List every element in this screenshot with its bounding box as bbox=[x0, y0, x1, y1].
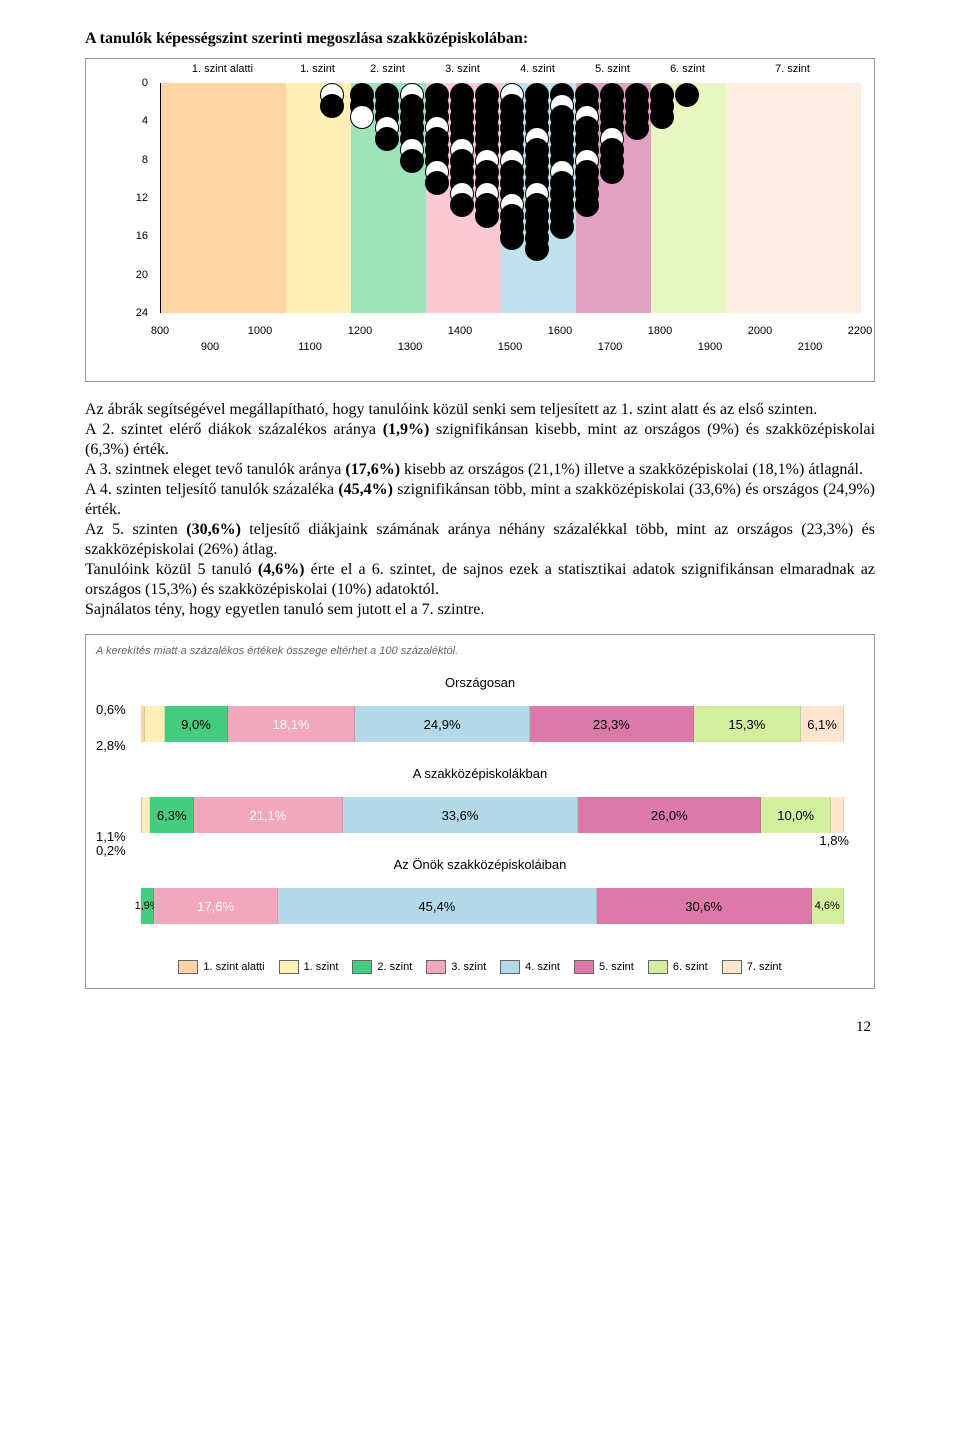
chart1-dot bbox=[575, 193, 599, 217]
chart1-xtick: 1800 bbox=[648, 325, 672, 337]
chart2-legend-item: 6. szint bbox=[648, 960, 708, 974]
chart1-dot bbox=[375, 127, 399, 151]
chart1-ytick: 8 bbox=[142, 154, 148, 166]
chart1-bandlabel: 1. szint alatti bbox=[183, 63, 263, 75]
p4b: (45,4%) bbox=[338, 481, 393, 498]
body-paragraphs: Az ábrák segítségével megállapítható, ho… bbox=[85, 400, 875, 620]
chart1-xtick: 1500 bbox=[498, 341, 522, 353]
chart1-dot bbox=[400, 149, 424, 173]
p1: Az ábrák segítségével megállapítható, ho… bbox=[85, 401, 817, 418]
chart1-bandlabel: 1. szint bbox=[278, 63, 358, 75]
chart2-legend-item: 1. szint bbox=[279, 960, 339, 974]
chart1-xtick: 1200 bbox=[348, 325, 372, 337]
chart2-segment: 1,9% bbox=[141, 888, 154, 924]
chart1-ytick: 16 bbox=[136, 230, 148, 242]
p2a: A 2. szintet elérő diákok százalékos ará… bbox=[85, 421, 383, 438]
chart1-container: Adott eredményt elért tanulók számaaz Ön… bbox=[85, 58, 875, 382]
chart2-segment: 17,6% bbox=[154, 888, 278, 924]
chart2-segment bbox=[145, 706, 165, 742]
p5b: (30,6%) bbox=[186, 521, 241, 538]
chart2-segment: 21,1% bbox=[194, 797, 342, 833]
chart2-extlabel: 0,2% bbox=[96, 843, 126, 858]
chart2-segment: 18,1% bbox=[228, 706, 355, 742]
chart2-segment: 45,4% bbox=[278, 888, 597, 924]
chart2-extlabel: 0,6% bbox=[96, 702, 126, 717]
chart1-dot bbox=[675, 83, 699, 107]
chart1-dot bbox=[500, 226, 524, 250]
p7: Sajnálatos tény, hogy egyetlen tanuló se… bbox=[85, 601, 484, 618]
chart2-container: A kerekítés miatt a százalékos értékek ö… bbox=[85, 634, 875, 989]
chart1-dot bbox=[450, 193, 474, 217]
chart2-segment bbox=[142, 797, 150, 833]
chart2-segment: 9,0% bbox=[165, 706, 228, 742]
chart2-legend-item: 7. szint bbox=[722, 960, 782, 974]
chart2-segment: 26,0% bbox=[578, 797, 761, 833]
chart1-xtick: 1900 bbox=[698, 341, 722, 353]
chart1-dot bbox=[525, 237, 549, 261]
p2b: (1,9%) bbox=[383, 421, 430, 438]
chart2-segment: 10,0% bbox=[761, 797, 831, 833]
chart2-segment: 33,6% bbox=[343, 797, 579, 833]
chart1-xtick: 1600 bbox=[548, 325, 572, 337]
chart2-extlabel: 1,1% bbox=[96, 829, 126, 844]
p3a: A 3. szintnek eleget tevő tanulók aránya bbox=[85, 461, 345, 478]
chart1-xtick: 2200 bbox=[848, 325, 872, 337]
chart2-segment: 4,6% bbox=[812, 888, 844, 924]
chart2-segment: 6,3% bbox=[150, 797, 194, 833]
page-number: 12 bbox=[85, 1019, 875, 1036]
chart2-segment: 23,3% bbox=[530, 706, 694, 742]
chart1-ytick: 12 bbox=[136, 192, 148, 204]
chart1-ytick: 20 bbox=[136, 269, 148, 281]
chart2-bartitle: Országosan bbox=[96, 675, 864, 690]
chart1-xtick: 800 bbox=[151, 325, 169, 337]
chart1-ytick: 24 bbox=[136, 307, 148, 319]
chart1-xtick: 2000 bbox=[748, 325, 772, 337]
p3b: (17,6%) bbox=[345, 461, 400, 478]
chart1-bandlabel: 6. szint bbox=[648, 63, 728, 75]
chart1-bandlabel: 3. szint bbox=[423, 63, 503, 75]
chart2-legend-item: 1. szint alatti bbox=[178, 960, 264, 974]
chart1-dot bbox=[350, 105, 374, 129]
chart2-note: A kerekítés miatt a százalékos értékek ö… bbox=[96, 645, 864, 657]
chart2-legend-item: 2. szint bbox=[352, 960, 412, 974]
chart1-dot bbox=[320, 94, 344, 118]
chart1-bandlabel: 5. szint bbox=[573, 63, 653, 75]
chart1-xtick: 1100 bbox=[298, 341, 322, 353]
p6a: Tanulóink közül 5 tanuló bbox=[85, 561, 258, 578]
chart1-xtick: 1700 bbox=[598, 341, 622, 353]
chart1-ytick: 4 bbox=[142, 115, 148, 127]
chart2-segment: 30,6% bbox=[597, 888, 812, 924]
chart1-ytick: 0 bbox=[142, 77, 148, 89]
p3c: kisebb az országos (21,1%) illetve a sza… bbox=[400, 461, 863, 478]
chart1-dot bbox=[650, 105, 674, 129]
chart1-xtick: 900 bbox=[201, 341, 219, 353]
chart2-segment: 24,9% bbox=[355, 706, 530, 742]
chart1-dot bbox=[475, 204, 499, 228]
p6b: (4,6%) bbox=[258, 561, 305, 578]
chart2-bartitle: Az Önök szakközépiskoláiban bbox=[96, 857, 864, 872]
chart2-extlabel: 2,8% bbox=[96, 738, 126, 753]
chart2-legend-item: 5. szint bbox=[574, 960, 634, 974]
page-title: A tanulók képességszint szerinti megoszl… bbox=[85, 30, 875, 48]
chart1-dot bbox=[625, 116, 649, 140]
chart1-bandlabel: 7. szint bbox=[753, 63, 833, 75]
chart1-xtick: 1300 bbox=[398, 341, 422, 353]
chart2-legend-item: 4. szint bbox=[500, 960, 560, 974]
p4a: A 4. szinten teljesítő tanulók százaléka bbox=[85, 481, 338, 498]
chart2-segment: 6,1% bbox=[801, 706, 844, 742]
chart1-dot bbox=[425, 171, 449, 195]
chart2-bartitle: A szakközépiskolákban bbox=[96, 766, 864, 781]
chart1-dot bbox=[550, 215, 574, 239]
chart1-xtick: 2100 bbox=[798, 341, 822, 353]
chart1-bandlabel: 2. szint bbox=[348, 63, 428, 75]
chart1-xtick: 1000 bbox=[248, 325, 272, 337]
chart2-legend-item: 3. szint bbox=[426, 960, 486, 974]
p5a: Az 5. szinten bbox=[85, 521, 186, 538]
chart2-segment: 15,3% bbox=[694, 706, 801, 742]
chart2-extlabel: 1,8% bbox=[819, 833, 849, 848]
chart2-segment bbox=[831, 797, 844, 833]
chart1-dot bbox=[600, 160, 624, 184]
chart1-xtick: 1400 bbox=[448, 325, 472, 337]
chart1-bandlabel: 4. szint bbox=[498, 63, 578, 75]
